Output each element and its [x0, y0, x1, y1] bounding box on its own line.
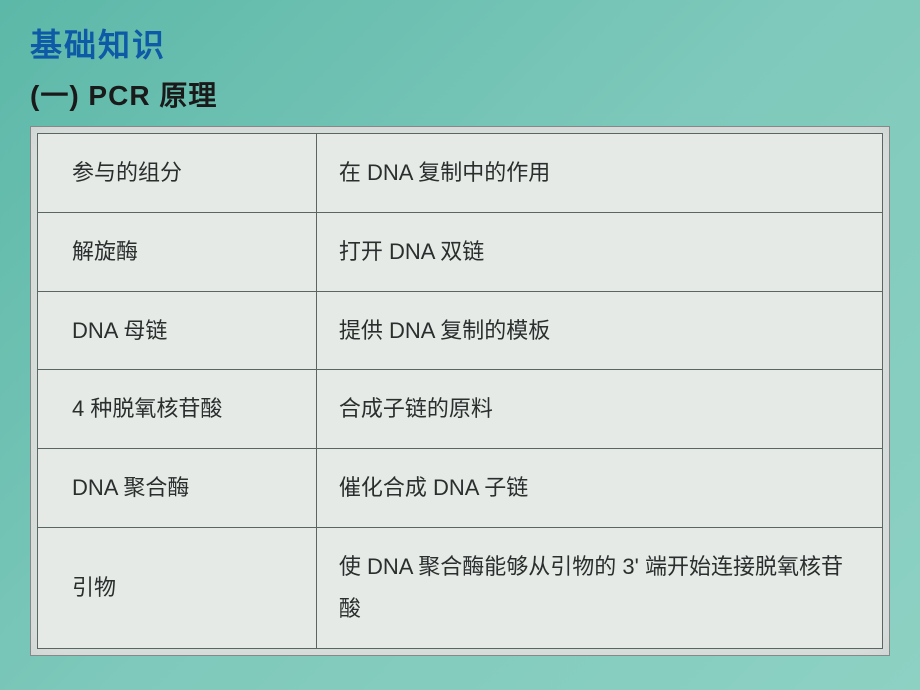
cell-right: 提供 DNA 复制的模板 [316, 291, 882, 370]
table-row: 4 种脱氧核苷酸 合成子链的原料 [38, 370, 883, 449]
cell-right: 在 DNA 复制中的作用 [316, 134, 882, 213]
table-row: 引物 使 DNA 聚合酶能够从引物的 3' 端开始连接脱氧核苷酸 [38, 527, 883, 648]
table-row: 参与的组分 在 DNA 复制中的作用 [38, 134, 883, 213]
cell-left: DNA 母链 [38, 291, 317, 370]
cell-left: 引物 [38, 527, 317, 648]
cell-right: 打开 DNA 双链 [316, 212, 882, 291]
table-row: DNA 聚合酶 催化合成 DNA 子链 [38, 449, 883, 528]
cell-left: 参与的组分 [38, 134, 317, 213]
table-row: DNA 母链 提供 DNA 复制的模板 [38, 291, 883, 370]
table-wrapper: 参与的组分 在 DNA 复制中的作用 解旋酶 打开 DNA 双链 DNA 母链 … [30, 126, 890, 656]
cell-left: 4 种脱氧核苷酸 [38, 370, 317, 449]
table-row: 解旋酶 打开 DNA 双链 [38, 212, 883, 291]
cell-left: DNA 聚合酶 [38, 449, 317, 528]
pcr-table: 参与的组分 在 DNA 复制中的作用 解旋酶 打开 DNA 双链 DNA 母链 … [37, 133, 883, 649]
cell-right: 使 DNA 聚合酶能够从引物的 3' 端开始连接脱氧核苷酸 [316, 527, 882, 648]
heading-main: 基础知识 [30, 20, 890, 66]
cell-left: 解旋酶 [38, 212, 317, 291]
heading-sub: (一) PCR 原理 [30, 74, 890, 114]
cell-right: 催化合成 DNA 子链 [316, 449, 882, 528]
cell-right: 合成子链的原料 [316, 370, 882, 449]
slide-container: 基础知识 (一) PCR 原理 参与的组分 在 DNA 复制中的作用 解旋酶 打… [0, 0, 920, 676]
